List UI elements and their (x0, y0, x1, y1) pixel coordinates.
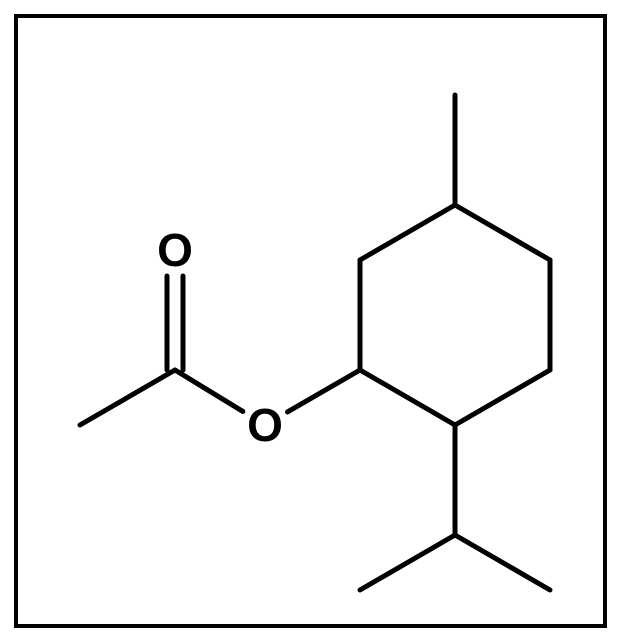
atom-label: O (247, 399, 283, 451)
molecule-diagram: OO (0, 0, 621, 642)
atom-label: O (157, 224, 193, 276)
